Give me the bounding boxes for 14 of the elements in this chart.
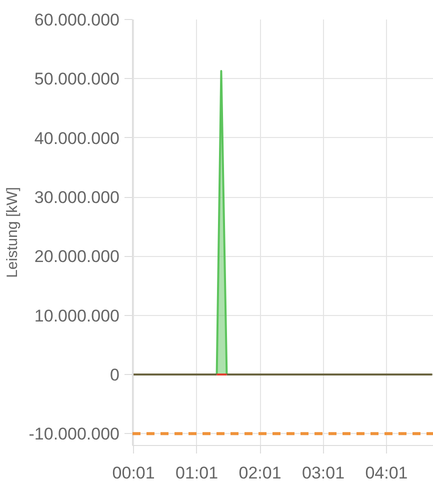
x-tick-label: 00:01 — [112, 464, 155, 482]
x-tick-label: 01:01 — [176, 464, 218, 482]
y-tick-label: 50.000.000 — [34, 70, 120, 89]
y-tick-label: 30.000.000 — [34, 188, 120, 207]
x-tick-label: 03:01 — [302, 464, 345, 482]
y-tick-label: 40.000.000 — [34, 128, 120, 148]
y-tick-label: -10.000.000 — [28, 424, 120, 444]
y-tick-label: 10.000.000 — [34, 306, 120, 326]
y-tick-label: 0 — [110, 366, 120, 384]
y-tick-label: 60.000.000 — [34, 10, 120, 30]
y-axis-title: Leistung [kW] — [4, 187, 21, 278]
x-tick-label: 02:01 — [238, 464, 282, 482]
y-tick-label: 20.000.000 — [34, 247, 120, 266]
x-tick-label: 04:01 — [365, 464, 408, 482]
